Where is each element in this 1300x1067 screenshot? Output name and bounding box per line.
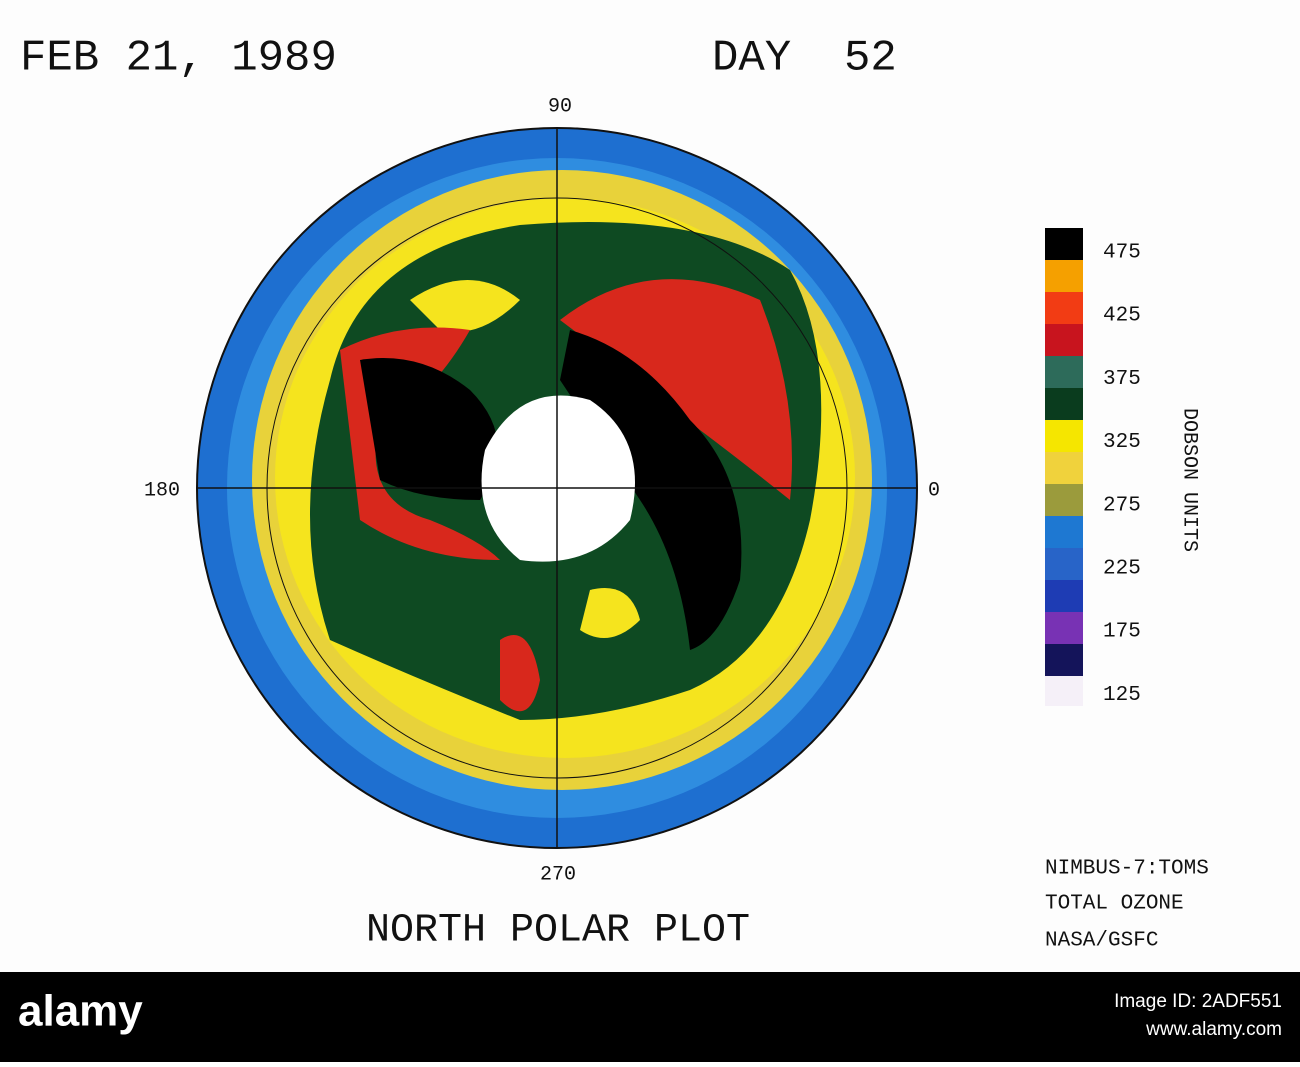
legend-title: DOBSON UNITS: [1178, 408, 1201, 552]
credit: NASA/GSFC: [1045, 930, 1158, 953]
watermark-id: Image ID: 2ADF551: [1114, 991, 1282, 1012]
day: DAY 52: [712, 34, 897, 84]
date: FEB 21, 1989: [20, 34, 337, 84]
colorbar: [1045, 228, 1083, 706]
legend-label: 475: [1103, 242, 1141, 265]
watermark-brand: alamy: [18, 987, 143, 1036]
credit: TOTAL OZONE: [1045, 893, 1184, 916]
legend-label: 425: [1103, 305, 1141, 328]
longitude-label: 270: [540, 863, 576, 886]
legend-label: 375: [1103, 368, 1141, 391]
map-title: NORTH POLAR PLOT: [366, 909, 750, 954]
legend-label: 175: [1103, 621, 1141, 644]
longitude-label: 0: [928, 479, 940, 502]
watermark-band: [0, 972, 1300, 1062]
longitude-label: 180: [144, 479, 180, 502]
legend-label: 325: [1103, 431, 1141, 454]
legend-label: 275: [1103, 494, 1141, 517]
legend-label: 225: [1103, 558, 1141, 581]
watermark-url: www.alamy.com: [1145, 1019, 1282, 1040]
legend-label: 125: [1103, 684, 1141, 707]
longitude-label: 90: [548, 95, 572, 118]
credit: NIMBUS-7:TOMS: [1045, 858, 1209, 881]
ozone-map: [196, 127, 918, 849]
